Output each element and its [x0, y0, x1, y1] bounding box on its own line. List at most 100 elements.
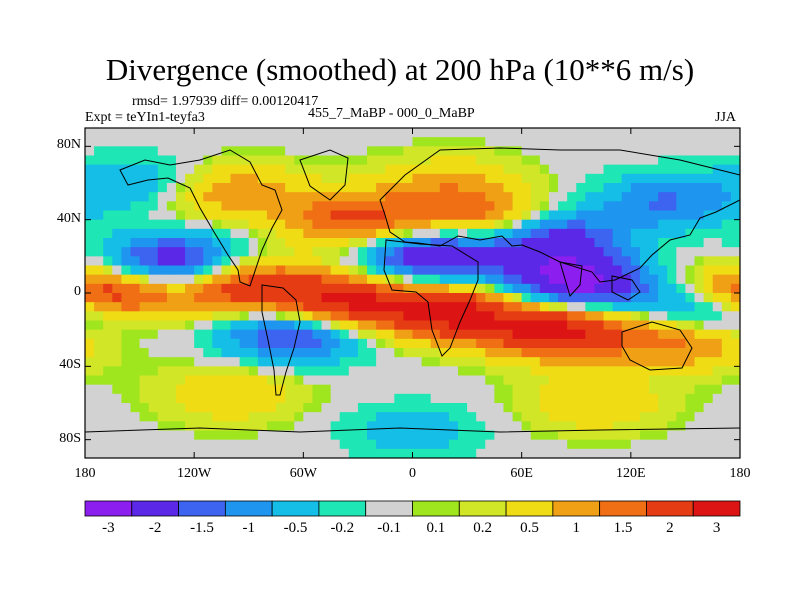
field-cell	[103, 357, 113, 367]
field-cell	[394, 384, 405, 395]
field-cell	[467, 338, 477, 349]
field-cell	[548, 247, 559, 257]
field-cell	[530, 338, 541, 349]
field-cell	[385, 348, 395, 358]
field-cell	[457, 155, 468, 166]
field-cell	[630, 357, 641, 367]
field-cell	[139, 137, 150, 147]
field-cell	[685, 283, 696, 294]
field-cell	[430, 210, 441, 221]
field-cell	[403, 219, 414, 230]
field-cell	[85, 192, 95, 202]
field-cell	[121, 393, 132, 404]
field-cell	[285, 128, 295, 138]
field-cell	[730, 283, 740, 294]
field-cell	[649, 219, 659, 230]
field-cell	[567, 228, 577, 239]
field-cell	[649, 265, 659, 276]
field-cell	[567, 173, 577, 184]
field-cell	[203, 302, 213, 312]
field-cell	[403, 439, 414, 450]
field-cell	[439, 338, 450, 349]
field-cell	[530, 183, 541, 193]
field-cell	[603, 128, 614, 138]
field-cell	[548, 421, 559, 432]
field-cell	[430, 137, 441, 147]
field-cell	[494, 311, 505, 322]
field-cell	[576, 393, 586, 404]
field-cell	[285, 384, 295, 395]
field-cell	[339, 375, 350, 386]
field-cell	[412, 201, 423, 212]
field-cell	[212, 293, 223, 303]
field-cell	[130, 173, 141, 184]
field-cell	[121, 320, 132, 331]
field-cell	[639, 228, 650, 239]
field-cell	[585, 247, 596, 257]
field-cell	[239, 348, 250, 358]
field-cell	[166, 293, 177, 303]
field-cell	[530, 302, 541, 312]
field-cell	[285, 274, 295, 285]
field-cell	[121, 146, 132, 157]
field-cell	[175, 338, 186, 349]
field-cell	[594, 173, 605, 184]
field-cell	[576, 219, 586, 230]
field-cell	[103, 210, 113, 221]
field-cell	[103, 375, 113, 386]
field-cell	[157, 201, 168, 212]
field-cell	[357, 228, 368, 239]
field-cell	[330, 155, 341, 166]
field-cell	[330, 146, 341, 157]
field-cell	[239, 201, 250, 212]
field-cell	[721, 393, 732, 404]
field-cell	[121, 238, 132, 248]
field-cell	[230, 201, 241, 212]
field-cell	[239, 430, 250, 441]
field-cell	[212, 366, 223, 377]
field-cell	[394, 219, 405, 230]
field-cell	[185, 219, 195, 230]
field-cell	[530, 439, 541, 450]
field-cell	[685, 320, 696, 331]
field-cell	[367, 293, 377, 303]
field-cell	[621, 265, 632, 276]
field-cell	[603, 338, 614, 349]
field-cell	[348, 329, 359, 340]
field-cell	[530, 137, 541, 147]
field-cell	[630, 329, 641, 340]
field-cell	[530, 403, 541, 413]
field-cell	[385, 338, 395, 349]
field-cell	[439, 293, 450, 303]
field-cell	[148, 164, 159, 175]
field-cell	[576, 146, 586, 157]
field-cell	[367, 366, 377, 377]
field-cell	[467, 439, 477, 450]
field-cell	[585, 146, 596, 157]
field-cell	[212, 338, 223, 349]
field-cell	[230, 412, 241, 422]
field-cell	[139, 192, 150, 202]
field-cell	[312, 256, 323, 267]
field-cell	[639, 265, 650, 276]
field-cell	[467, 256, 477, 267]
field-cell	[321, 183, 332, 193]
field-cell	[639, 338, 650, 349]
field-cell	[667, 293, 677, 303]
field-cell	[394, 311, 405, 322]
field-cell	[166, 311, 177, 322]
field-cell	[285, 320, 295, 331]
field-cell	[312, 439, 323, 450]
field-cell	[494, 302, 505, 312]
field-cell	[649, 329, 659, 340]
field-cell	[303, 293, 314, 303]
field-cell	[339, 265, 350, 276]
field-cell	[612, 146, 623, 157]
field-cell	[548, 366, 559, 377]
field-cell	[721, 238, 732, 248]
field-cell	[121, 265, 132, 276]
field-cell	[321, 384, 332, 395]
field-cell	[430, 393, 441, 404]
field-cell	[448, 228, 459, 239]
field-cell	[230, 146, 241, 157]
